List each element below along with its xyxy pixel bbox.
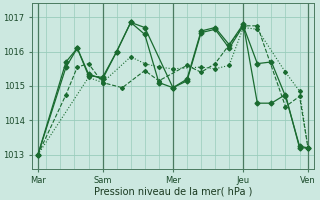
X-axis label: Pression niveau de la mer( hPa ): Pression niveau de la mer( hPa ) <box>94 187 252 197</box>
